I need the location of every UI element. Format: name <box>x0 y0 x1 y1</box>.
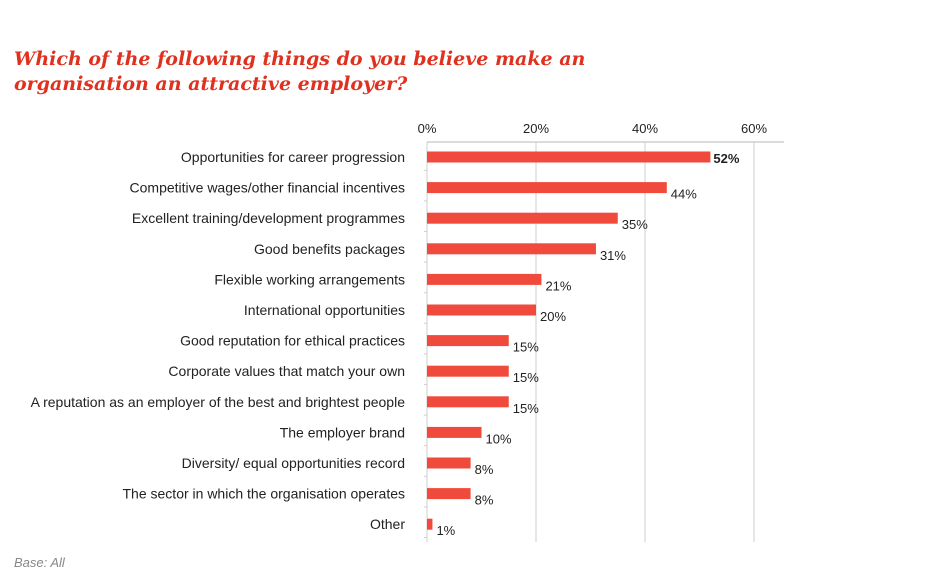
value-label: 8% <box>475 493 494 508</box>
value-label: 52% <box>713 151 739 166</box>
bar <box>427 426 482 438</box>
x-tick-label: 20% <box>523 121 549 136</box>
value-label: 1% <box>436 523 455 538</box>
bar <box>427 151 711 163</box>
category-label: Good reputation for ethical practices <box>180 333 405 349</box>
base-note: Base: All <box>14 555 65 570</box>
value-label: 35% <box>622 217 648 232</box>
category-label: A reputation as an employer of the best … <box>31 394 406 410</box>
value-label: 10% <box>486 431 512 446</box>
category-label: Flexible working arrangements <box>214 271 405 287</box>
value-label: 15% <box>513 370 539 385</box>
value-label: 8% <box>475 462 494 477</box>
x-tick-label: 40% <box>632 121 658 136</box>
bar <box>427 335 509 347</box>
bar <box>427 273 542 285</box>
category-label: Competitive wages/other financial incent… <box>130 180 405 196</box>
bar <box>427 243 596 255</box>
category-label: Opportunities for career progression <box>181 149 405 165</box>
value-labels: 52%44%35%31%21%20%15%15%15%10%8%8%1% <box>436 151 739 538</box>
value-label: 21% <box>545 278 571 293</box>
bar <box>427 212 618 224</box>
bar <box>427 488 471 500</box>
bar <box>427 518 433 530</box>
x-tick-label: 60% <box>741 121 767 136</box>
bar <box>427 365 509 377</box>
value-label: 15% <box>513 401 539 416</box>
value-label: 15% <box>513 340 539 355</box>
category-label: The employer brand <box>280 424 405 440</box>
value-label: 31% <box>600 248 626 263</box>
category-label: Diversity/ equal opportunities record <box>182 455 405 471</box>
category-label: International opportunities <box>244 302 405 318</box>
x-axis-ticks: 0% 20% 40% 60% <box>418 121 768 136</box>
category-label: Corporate values that match your own <box>168 363 405 379</box>
chart-title: Which of the following things do you bel… <box>14 48 586 95</box>
category-labels: Opportunities for career progression Comp… <box>31 149 406 532</box>
bar <box>427 304 536 316</box>
bar <box>427 396 509 408</box>
bar <box>427 457 471 469</box>
value-label: 44% <box>671 187 697 202</box>
x-tick-label: 0% <box>418 121 437 136</box>
category-label: The sector in which the organisation ope… <box>123 486 406 502</box>
bar <box>427 182 667 194</box>
value-label: 20% <box>540 309 566 324</box>
category-label: Other <box>370 516 405 532</box>
gridlines <box>424 141 784 542</box>
bars <box>427 151 711 530</box>
category-label: Good benefits packages <box>254 241 405 257</box>
category-label: Excellent training/development programme… <box>132 210 405 226</box>
